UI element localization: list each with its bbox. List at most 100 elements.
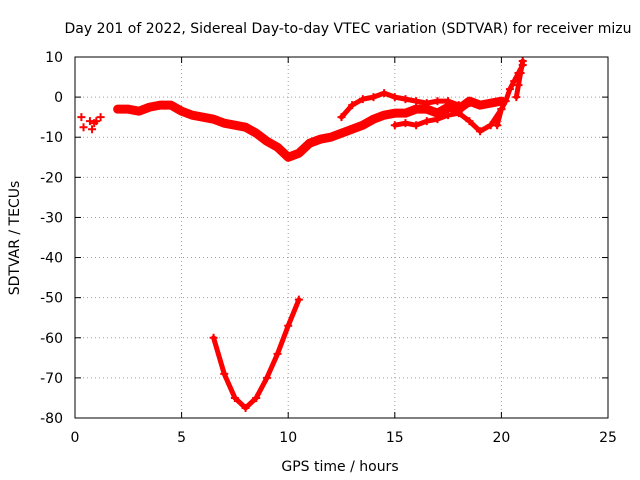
- data-point-marker: [337, 113, 346, 122]
- data-point-marker: [516, 69, 525, 78]
- data-point-marker: [305, 139, 314, 148]
- data-point-marker: [88, 125, 97, 134]
- y-tick-label: -50: [40, 291, 63, 307]
- data-point-marker: [390, 109, 399, 118]
- chart-title: Day 201 of 2022, Sidereal Day-to-day VTE…: [65, 21, 632, 37]
- y-axis-label: SDTVAR / TECUs: [7, 181, 23, 296]
- y-tick-label: -30: [40, 210, 63, 226]
- series-main-band: [113, 96, 506, 162]
- data-point-marker: [77, 113, 86, 122]
- data-point-marker: [220, 119, 229, 128]
- data-point-marker: [92, 117, 101, 126]
- data-point-marker: [348, 101, 357, 110]
- data-point-marker: [156, 101, 165, 110]
- data-point-marker: [358, 121, 367, 130]
- data-point-marker: [493, 121, 502, 130]
- data-point-marker: [369, 93, 378, 102]
- data-point-marker: [380, 89, 389, 98]
- data-point-marker: [209, 333, 218, 342]
- series-early-points: [77, 113, 105, 134]
- y-tick-label: -20: [40, 170, 63, 186]
- data-point-marker: [262, 137, 271, 146]
- data-series: [77, 57, 527, 412]
- y-tick-label: -60: [40, 331, 63, 347]
- data-point-marker: [476, 101, 485, 110]
- x-tick-label: 5: [177, 430, 186, 446]
- data-point-marker: [454, 109, 463, 118]
- series-lower-loop: [390, 105, 506, 136]
- data-point-marker: [401, 119, 410, 128]
- data-point-marker: [518, 57, 527, 66]
- data-point-marker: [486, 99, 495, 108]
- data-point-marker: [241, 403, 250, 412]
- x-tick-label: 25: [599, 430, 617, 446]
- data-point-marker: [454, 101, 463, 110]
- data-point-marker: [198, 113, 207, 122]
- x-tick-label: 0: [71, 430, 80, 446]
- data-point-marker: [422, 99, 431, 108]
- data-point-marker: [412, 121, 421, 130]
- data-point-marker: [124, 105, 133, 114]
- x-axis-label: GPS time / hours: [281, 459, 398, 475]
- data-point-marker: [188, 111, 197, 120]
- data-point-marker: [252, 129, 261, 138]
- data-point-marker: [230, 121, 239, 130]
- data-point-marker: [444, 111, 453, 120]
- y-tick-label: -10: [40, 130, 63, 146]
- data-point-marker: [96, 113, 105, 122]
- data-point-marker: [326, 133, 335, 142]
- y-tick-label: -40: [40, 251, 63, 267]
- data-point-marker: [358, 95, 367, 104]
- data-point-marker: [348, 125, 357, 134]
- data-point-marker: [444, 97, 453, 106]
- data-point-marker: [497, 105, 506, 114]
- data-point-marker: [401, 95, 410, 104]
- data-point-marker: [134, 107, 143, 116]
- data-point-marker: [390, 121, 399, 130]
- data-point-marker: [166, 101, 175, 110]
- series-end-spike: [512, 57, 527, 102]
- y-tick-label: 10: [45, 50, 63, 66]
- data-point-marker: [501, 97, 510, 106]
- data-point-marker: [230, 393, 239, 402]
- y-tick-label: -80: [40, 411, 63, 427]
- data-point-marker: [316, 135, 325, 144]
- plot-frame: [74, 56, 609, 419]
- data-point-marker: [209, 115, 218, 124]
- data-point-marker: [412, 105, 421, 114]
- data-point-marker: [476, 127, 485, 136]
- data-point-marker: [465, 99, 474, 108]
- data-point-marker: [380, 111, 389, 120]
- data-point-marker: [433, 115, 442, 124]
- data-point-marker: [241, 123, 250, 132]
- data-point-marker: [273, 143, 282, 152]
- data-point-marker: [294, 149, 303, 158]
- series-dip-curve: [209, 295, 303, 412]
- series-upper-band: [337, 89, 485, 122]
- data-point-marker: [113, 105, 122, 114]
- data-point-marker: [465, 117, 474, 126]
- data-point-marker: [220, 369, 229, 378]
- data-point-marker: [337, 129, 346, 138]
- data-point-marker: [294, 295, 303, 304]
- data-point-marker: [512, 93, 521, 102]
- series-line: [513, 58, 526, 100]
- data-point-marker: [177, 107, 186, 116]
- x-tick-label: 15: [386, 430, 404, 446]
- data-point-marker: [252, 393, 261, 402]
- y-tick-label: -70: [40, 371, 63, 387]
- data-point-marker: [433, 97, 442, 106]
- data-point-marker: [514, 81, 523, 90]
- data-point-marker: [145, 103, 154, 112]
- x-tick-label: 10: [279, 430, 297, 446]
- data-point-marker: [422, 117, 431, 126]
- data-point-marker: [390, 93, 399, 102]
- data-point-marker: [412, 97, 421, 106]
- data-point-marker: [262, 373, 271, 382]
- x-tick-label: 20: [492, 430, 510, 446]
- data-point-marker: [505, 85, 514, 94]
- data-point-marker: [273, 349, 282, 358]
- data-point-marker: [369, 115, 378, 124]
